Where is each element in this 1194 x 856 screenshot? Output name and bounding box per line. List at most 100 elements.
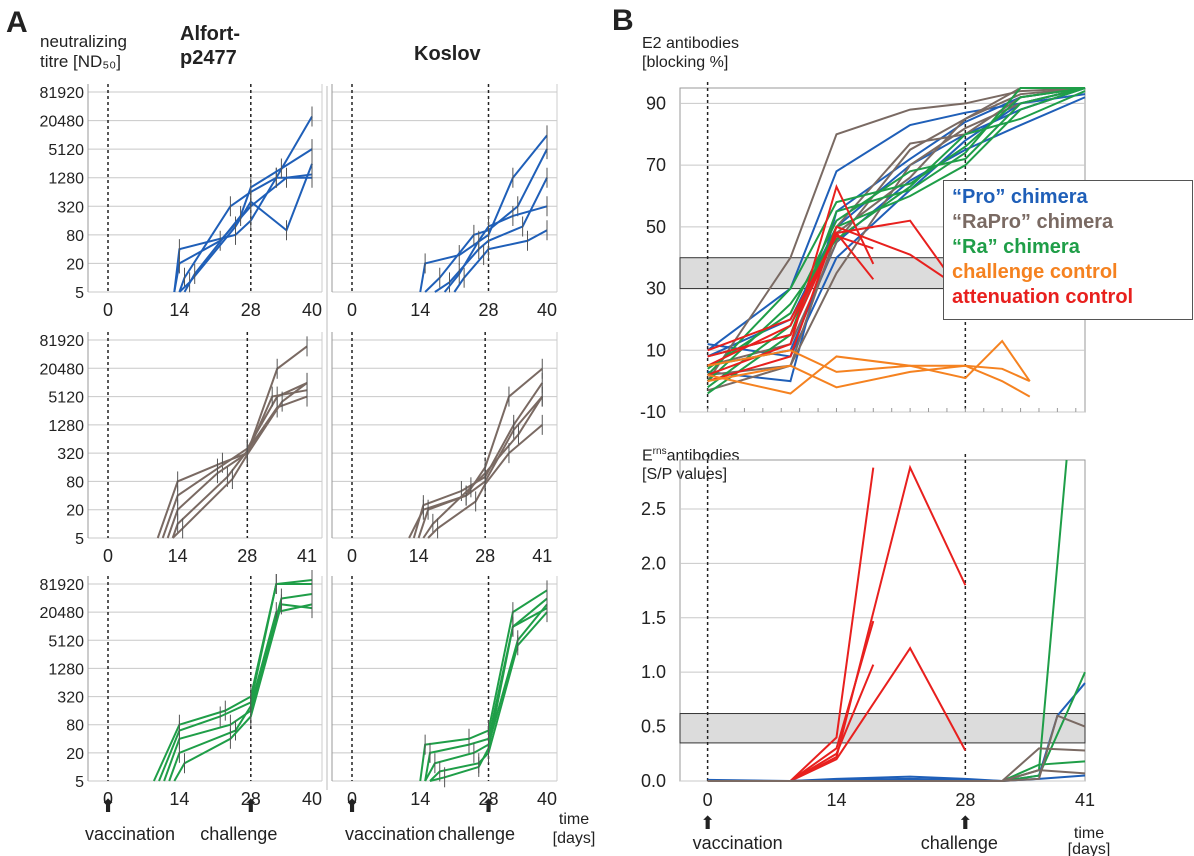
a-y-tick-label: 81920 <box>40 333 85 350</box>
a-series-line <box>178 163 313 293</box>
b-y-tick-label: 0.5 <box>641 717 666 737</box>
arrow-up-icon: ⬆ <box>481 796 496 816</box>
arrow-up-icon: ⬆ <box>100 796 115 816</box>
a-y-tick-label: 20480 <box>40 605 85 622</box>
a-x-tick-label: 28 <box>475 546 495 566</box>
b-series-line <box>707 87 1086 370</box>
a-y-tick-label: 5120 <box>48 142 84 159</box>
b-y-tick-label: 0.0 <box>641 771 666 791</box>
b-series-line <box>707 769 1086 782</box>
threshold-band <box>679 713 1086 744</box>
b-days-label: [days] <box>1068 841 1111 856</box>
a-y-tick-label: 1280 <box>48 418 84 435</box>
a-x-tick-label: 41 <box>297 546 317 566</box>
a-series-line <box>163 593 313 782</box>
b-series-line <box>706 87 1086 376</box>
a-y-tick-label: 80 <box>66 228 84 245</box>
b-plot-panel <box>679 454 1086 783</box>
b-y-tick-label: 30 <box>646 279 666 299</box>
a-series-line <box>434 177 548 293</box>
a-y-tick-label: 320 <box>57 199 84 216</box>
b-y-tick-label: -10 <box>640 402 666 422</box>
a-y-tick-label: 20 <box>66 503 84 520</box>
a-x-tick-label: 14 <box>169 300 189 320</box>
a-x-tick-label: 40 <box>537 789 557 809</box>
a-x-tick-label: 0 <box>103 789 113 809</box>
b-top-header-line2: [blocking %] <box>642 54 729 71</box>
a-y-tick-label: 20480 <box>40 114 85 131</box>
b-x-tick-label: 41 <box>1075 790 1095 810</box>
b-series-line <box>707 364 1031 389</box>
a-series-line <box>171 382 308 539</box>
a-series-line <box>429 607 548 782</box>
b-series-line <box>707 183 875 376</box>
b-series-line <box>707 225 966 383</box>
a-x-tick-label: 28 <box>478 789 498 809</box>
a-y-tick-label: 5 <box>75 774 84 791</box>
a-y-tick-label: 81920 <box>40 85 85 102</box>
a-series-line <box>424 603 548 782</box>
b-top-y-axis-header: E2 antibodies [blocking %] <box>642 34 739 72</box>
a-plot-1-0 <box>87 332 323 539</box>
a-series-line <box>183 148 313 293</box>
a-x-tick-label: 0 <box>347 546 357 566</box>
a-x-tick-label: 0 <box>347 300 357 320</box>
legend-item-challenge-control: challenge control <box>952 261 1118 283</box>
a-series-line <box>166 389 308 539</box>
a-time-label: time <box>559 811 589 828</box>
a-y-tick-label: 5120 <box>48 633 84 650</box>
a-plot-1-1 <box>331 332 558 539</box>
a-y-axis-header: neutralizing titre [ND₅₀] <box>40 32 127 72</box>
b-series-line <box>706 90 1086 382</box>
a-plot-2-1 <box>331 576 558 788</box>
b-y-tick-label: 70 <box>646 155 666 175</box>
a-vaccination-label: vaccination <box>85 824 175 844</box>
a-x-tick-label: 0 <box>347 789 357 809</box>
a-series-line <box>419 134 548 293</box>
b-top-header-line1: E2 antibodies <box>642 35 739 52</box>
a-x-tick-label: 14 <box>410 789 430 809</box>
a-x-tick-label: 14 <box>169 789 189 809</box>
a-series-line <box>168 603 313 782</box>
b-y-tick-label: 1.5 <box>641 608 666 628</box>
a-y-tick-label: 320 <box>57 690 84 707</box>
legend-item-rapro: “RaPro” chimera <box>952 211 1114 233</box>
a-days-label: [days] <box>553 830 596 847</box>
b-series-line <box>707 219 967 358</box>
a-y-tick-label: 20 <box>66 256 84 273</box>
b-series-line <box>707 339 1031 395</box>
a-series-line <box>453 229 548 293</box>
b-y-tick-label: 90 <box>646 93 666 113</box>
b-y-tick-label: 1.0 <box>641 662 666 682</box>
a-plot-2-0 <box>87 570 323 782</box>
a-y-tick-label: 20 <box>66 746 84 763</box>
b-series-line <box>707 349 1031 398</box>
a-series-line <box>178 176 312 293</box>
a-x-tick-label: 14 <box>409 546 429 566</box>
b-x-tick-label: 14 <box>826 790 846 810</box>
b-bottom-header-line2: [S/P values] <box>642 466 728 484</box>
b-y-tick-label: 10 <box>646 340 666 360</box>
b-y-tick-label: 2.0 <box>641 553 666 573</box>
a-series-line <box>419 589 548 782</box>
panel-b-letter: B <box>612 4 634 37</box>
legend: “Pro” chimera “RaPro” chimera “Ra” chime… <box>943 180 1193 320</box>
a-x-tick-label: 28 <box>237 546 257 566</box>
a-plot-0-1 <box>331 84 558 293</box>
b-x-tick-label: 0 <box>703 790 713 810</box>
a-x-tick-label: 40 <box>302 300 322 320</box>
arrow-up-icon: ⬆ <box>243 796 258 816</box>
a-challenge-label: challenge <box>200 824 277 844</box>
column-title-koslov: Koslov <box>414 43 481 65</box>
a-x-tick-label: 14 <box>410 300 430 320</box>
arrow-up-icon: ⬆ <box>958 813 973 833</box>
arrow-up-icon: ⬆ <box>700 813 715 833</box>
a-x-tick-label: 40 <box>537 300 557 320</box>
a-header-line1: neutralizing <box>40 32 127 51</box>
a-y-tick-label: 320 <box>57 446 84 463</box>
a-y-tick-label: 80 <box>66 474 84 491</box>
panel-a-letter: A <box>6 6 28 39</box>
b-bottom-header-sup: rns <box>652 446 667 457</box>
b-vaccination-label: vaccination <box>693 833 783 853</box>
